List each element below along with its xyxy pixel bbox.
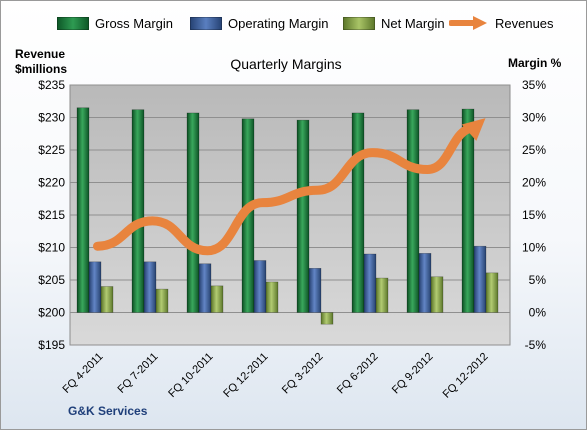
left-tick-label: $220 <box>38 176 65 190</box>
x-tick-label: FQ 4-2011 <box>61 351 106 396</box>
operating-margin-bar <box>363 253 377 313</box>
gross-margin-bar <box>461 108 475 313</box>
legend-item-gross-margin: Gross Margin <box>57 11 173 35</box>
legend-item-operating-margin: Operating Margin <box>190 11 328 35</box>
right-tick-label: -5% <box>525 338 547 352</box>
right-tick-label: 20% <box>522 176 546 190</box>
net-margin-bar <box>210 285 224 313</box>
x-tick-label: FQ 7-2011 <box>116 351 161 396</box>
legend-arrow-icon <box>449 16 487 30</box>
legend-swatch-net-margin <box>343 16 375 30</box>
x-tick-label: FQ 12-2011 <box>221 351 270 400</box>
right-tick-label: 15% <box>522 208 546 222</box>
x-tick-label: FQ 9-2012 <box>390 351 436 397</box>
chart-title: Quarterly Margins <box>230 56 342 72</box>
left-tick-label: $200 <box>38 306 65 320</box>
operating-margin-bar <box>88 261 102 313</box>
legend-swatch-gross-margin <box>57 16 89 30</box>
legend-label: Gross Margin <box>95 15 174 31</box>
x-tick-label: FQ 10-2011 <box>166 351 215 400</box>
net-margin-bar <box>265 281 279 313</box>
left-tick-label: $230 <box>38 111 65 125</box>
revenues-arrowhead <box>461 118 486 141</box>
x-tick-label: FQ 12-2012 <box>441 351 491 401</box>
net-margin-bar <box>375 277 389 313</box>
gross-margin-bar <box>351 112 365 313</box>
right-tick-label: 0% <box>529 306 547 320</box>
operating-margin-bar <box>143 261 157 313</box>
net-margin-bar <box>320 312 334 325</box>
left-tick-label: $235 <box>38 78 65 92</box>
operating-margin-bar <box>308 267 322 313</box>
x-tick-label: FQ 3-2012 <box>280 351 326 397</box>
right-axis-label: Margin % <box>508 56 562 70</box>
gross-margin-bar <box>76 107 90 313</box>
right-tick-label: 25% <box>522 143 546 157</box>
left-tick-label: $215 <box>38 208 65 222</box>
left-tick-label: $210 <box>38 241 65 255</box>
legend-swatch-operating-margin <box>190 16 222 30</box>
left-axis-label-line2: $millions <box>15 62 68 76</box>
operating-margin-bar <box>418 253 432 313</box>
right-tick-label: 30% <box>522 111 546 125</box>
legend-label: Net Margin <box>381 15 445 31</box>
operating-margin-bar <box>473 245 487 313</box>
legend-label: Revenues <box>495 15 554 31</box>
net-margin-bar <box>155 288 169 313</box>
gross-margin-bar <box>406 109 420 313</box>
net-margin-bar <box>100 286 114 313</box>
left-axis-label-line1: Revenue <box>15 47 66 61</box>
operating-margin-bar <box>253 260 267 313</box>
gross-margin-bar <box>296 119 310 313</box>
left-tick-label: $195 <box>38 338 65 352</box>
revenues-line <box>93 123 479 256</box>
legend-item-net-margin: Net Margin <box>343 11 445 35</box>
legend-item-revenues: Revenues <box>449 11 554 35</box>
gross-margin-bar <box>131 109 145 313</box>
right-tick-label: 5% <box>529 273 547 287</box>
gross-margin-bar <box>186 112 200 313</box>
net-margin-bar <box>485 272 499 313</box>
operating-margin-bar <box>198 263 212 313</box>
net-margin-bar <box>430 276 444 313</box>
right-tick-label: 35% <box>522 78 546 92</box>
company-name: G&K Services <box>68 404 148 418</box>
x-tick-label: FQ 6-2012 <box>335 351 381 397</box>
legend: Gross Margin Operating Margin Net Margin… <box>1 11 586 35</box>
left-tick-label: $205 <box>38 273 65 287</box>
legend-label: Operating Margin <box>228 15 329 31</box>
right-tick-label: 10% <box>522 241 546 255</box>
left-tick-label: $225 <box>38 143 65 157</box>
